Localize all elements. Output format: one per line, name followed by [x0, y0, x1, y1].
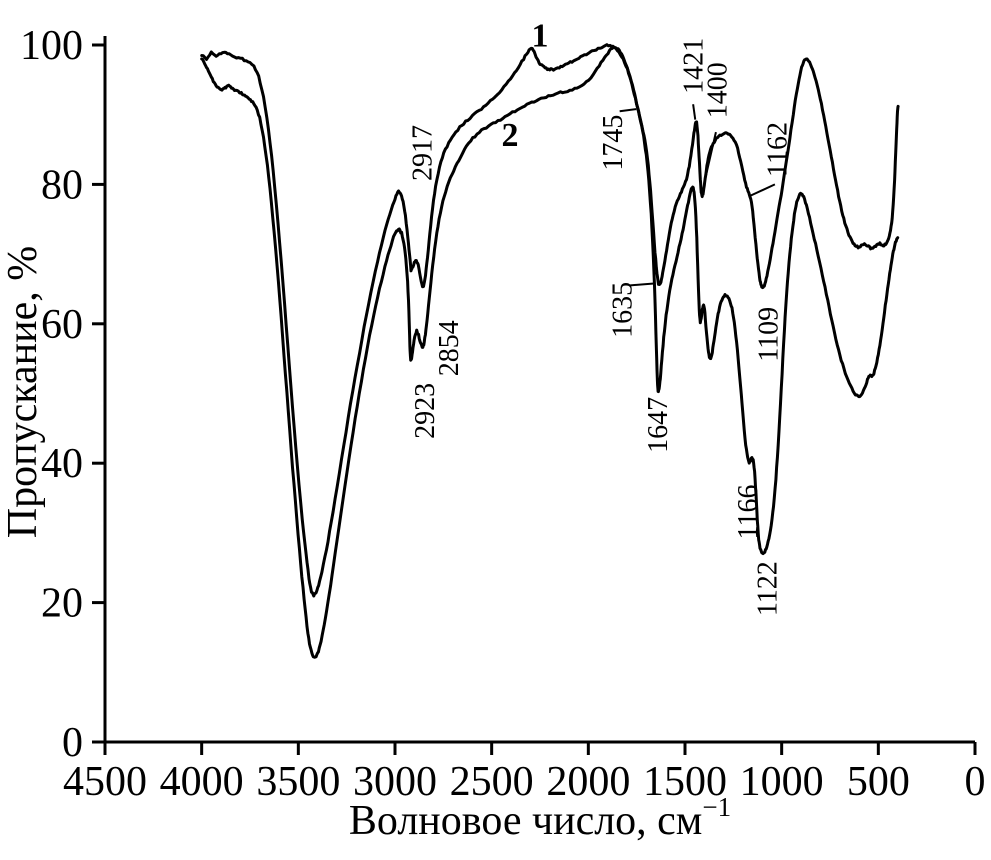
x-tick-label: 3000 — [353, 759, 437, 805]
peak-label-1162: 1162 — [762, 122, 793, 177]
x-tick-label: 2500 — [450, 759, 534, 805]
x-axis-title: Волновое число, см−1 — [349, 792, 731, 844]
curve-label-1: 1 — [532, 18, 549, 55]
x-tick-label: 1000 — [740, 759, 824, 805]
x-tick-label: 2000 — [546, 759, 630, 805]
y-tick-label: 20 — [41, 581, 83, 627]
y-tick-label: 100 — [20, 23, 83, 69]
x-tick-label: 0 — [965, 759, 986, 805]
x-tick-label: 3500 — [256, 759, 340, 805]
leader-line-1421 — [692, 104, 697, 120]
curve-label-2: 2 — [502, 117, 519, 154]
y-tick-label: 80 — [41, 162, 83, 208]
spectrum-curve-2 — [200, 45, 900, 659]
x-tick-label: 4500 — [63, 759, 147, 805]
peak-label-2854: 2854 — [434, 320, 465, 376]
peak-label-1122: 1122 — [753, 561, 784, 616]
leader-line-1162 — [748, 183, 776, 198]
x-tick-label: 4000 — [160, 759, 244, 805]
peak-label-1109: 1109 — [754, 307, 785, 362]
spectrum-curve-1 — [200, 43, 900, 598]
y-tick-label: 0 — [62, 720, 83, 766]
peak-label-1647: 1647 — [643, 397, 674, 453]
peak-label-2917: 2917 — [408, 125, 439, 181]
y-axis-title: Пропускание, % — [0, 246, 46, 538]
curves-layer — [200, 43, 900, 659]
axes-layer: 4500 4000 3500 3000 2500 2000 1500 1000 500 0 0 20 4… — [20, 23, 986, 805]
peak-label-1421: 1421 — [678, 38, 709, 94]
x-tick-label: 1500 — [643, 759, 727, 805]
leader-line-1400 — [703, 131, 717, 182]
peak-label-1400: 1400 — [703, 62, 734, 118]
leader-line-1745 — [619, 108, 637, 113]
x-axis-title-sup: −1 — [702, 792, 731, 822]
peak-label-1166: 1166 — [733, 485, 764, 540]
x-tick-label: 500 — [847, 759, 910, 805]
y-tick-label: 40 — [41, 441, 83, 487]
peak-label-2923: 2923 — [410, 383, 441, 439]
leader-line-1635 — [628, 282, 656, 287]
x-axis-title-text: Волновое число, см — [349, 798, 703, 844]
y-tick-label: 60 — [41, 302, 83, 348]
peak-label-1745: 1745 — [598, 115, 629, 171]
peak-label-1635: 1635 — [608, 282, 639, 338]
